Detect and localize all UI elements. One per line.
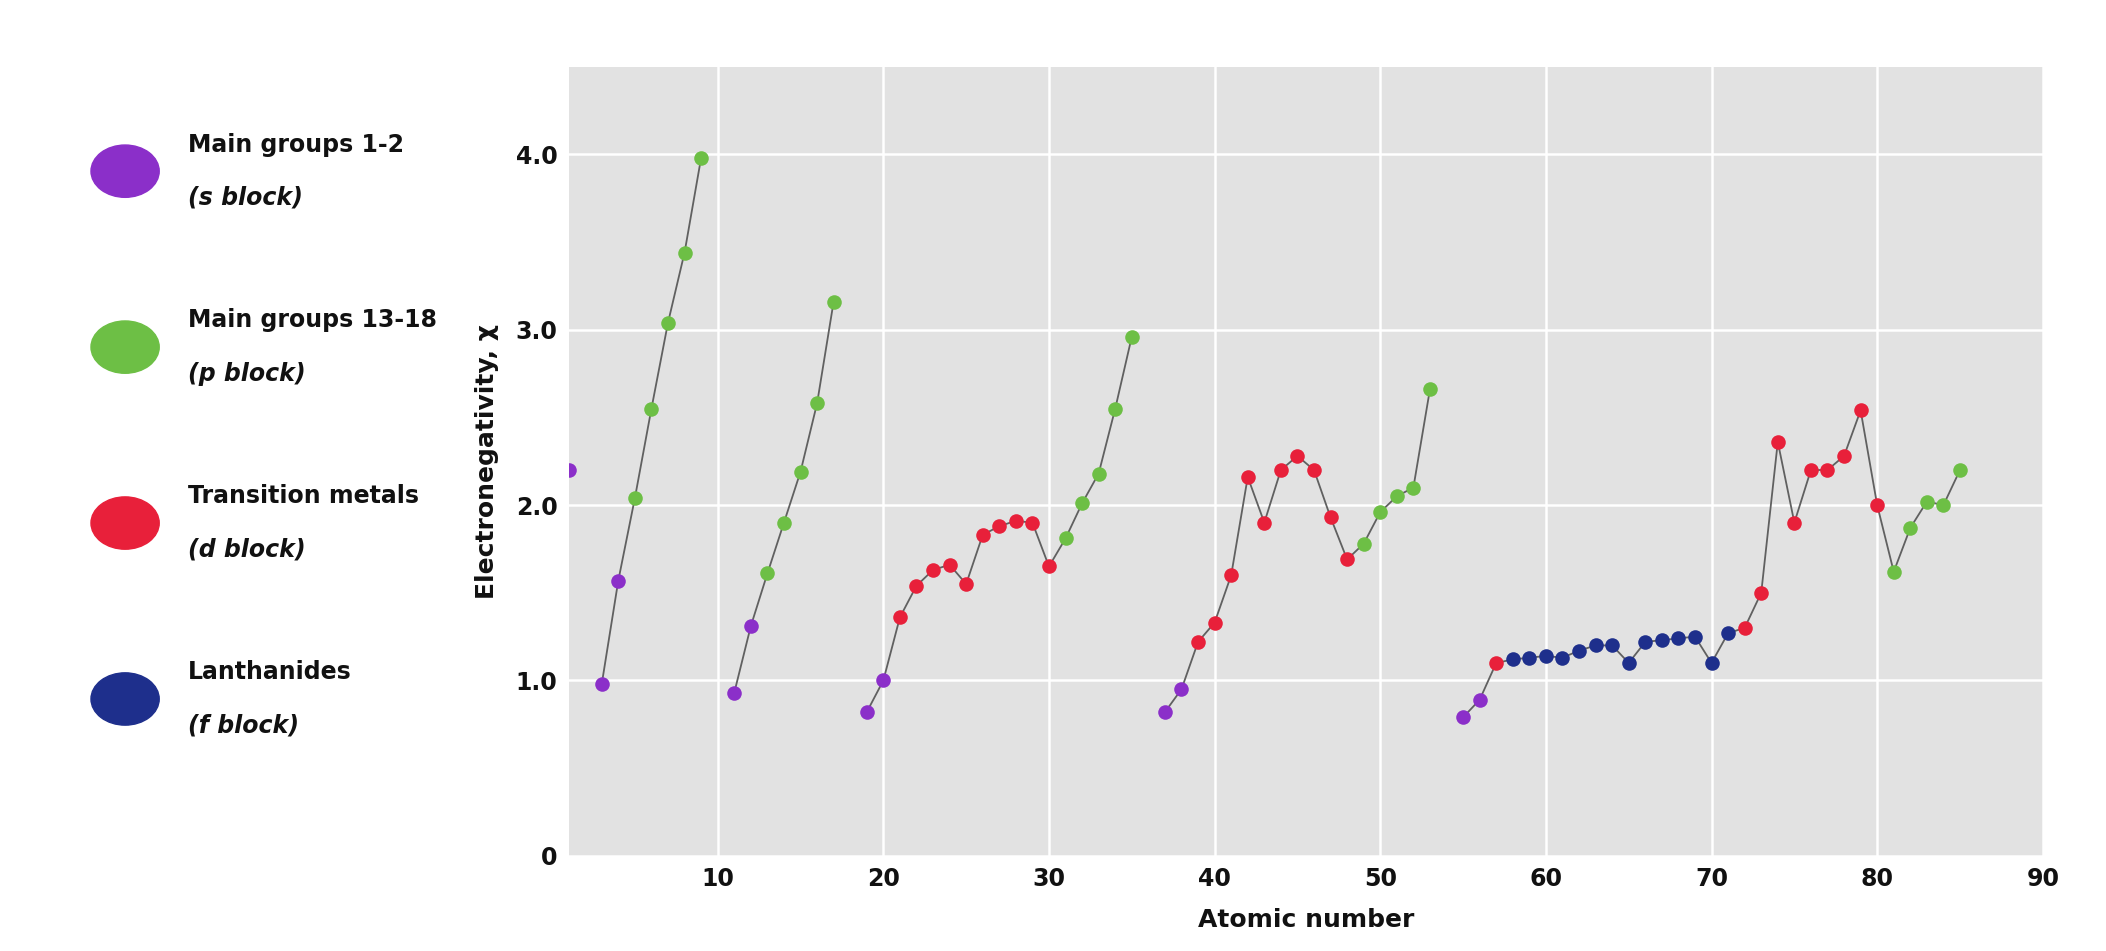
Point bbox=[950, 576, 984, 592]
Point bbox=[817, 294, 851, 309]
Ellipse shape bbox=[91, 497, 160, 550]
Point bbox=[585, 676, 619, 691]
Point bbox=[1529, 649, 1563, 664]
Point bbox=[1348, 536, 1382, 552]
Point bbox=[1546, 650, 1580, 666]
Point bbox=[1363, 504, 1396, 519]
Point bbox=[1447, 709, 1481, 725]
Point bbox=[981, 518, 1015, 534]
Point bbox=[1247, 515, 1280, 531]
Point bbox=[1478, 655, 1512, 670]
Point bbox=[1280, 448, 1314, 463]
Point bbox=[1181, 634, 1215, 650]
Point bbox=[1198, 615, 1232, 631]
Point bbox=[1893, 520, 1927, 535]
Point bbox=[1082, 466, 1116, 481]
Point bbox=[967, 527, 1000, 542]
Point bbox=[552, 462, 585, 477]
Point bbox=[1495, 651, 1529, 667]
Text: (s block): (s block) bbox=[187, 185, 303, 210]
Point bbox=[1645, 632, 1678, 648]
Point bbox=[783, 464, 817, 479]
Point bbox=[800, 396, 834, 411]
Point bbox=[882, 610, 916, 625]
Point bbox=[1744, 585, 1777, 600]
Point bbox=[1099, 401, 1133, 417]
Point bbox=[767, 515, 800, 531]
Text: (d block): (d block) bbox=[187, 537, 305, 562]
Point bbox=[668, 245, 701, 261]
Point bbox=[1215, 568, 1249, 583]
Text: Main groups 1-2: Main groups 1-2 bbox=[187, 132, 404, 157]
Point bbox=[1379, 489, 1413, 504]
Point bbox=[735, 618, 769, 633]
Point bbox=[866, 673, 899, 689]
Point bbox=[651, 315, 684, 330]
Point bbox=[1148, 705, 1181, 720]
Point bbox=[1580, 638, 1613, 653]
Point bbox=[1794, 462, 1828, 477]
Point bbox=[1596, 638, 1630, 653]
Point bbox=[1314, 510, 1348, 525]
Point bbox=[851, 705, 885, 720]
Point bbox=[1114, 329, 1148, 344]
X-axis label: Atomic number: Atomic number bbox=[1198, 907, 1413, 932]
Point bbox=[602, 573, 636, 588]
Point bbox=[634, 401, 668, 417]
Ellipse shape bbox=[91, 673, 160, 725]
Text: (p block): (p block) bbox=[187, 361, 305, 386]
Point bbox=[617, 491, 651, 506]
Point bbox=[1066, 495, 1099, 511]
Point bbox=[1049, 531, 1082, 546]
Point bbox=[933, 557, 967, 573]
Point bbox=[1512, 650, 1546, 666]
Point bbox=[998, 514, 1032, 529]
Point bbox=[1230, 470, 1264, 485]
Point bbox=[1396, 480, 1430, 495]
Point bbox=[1611, 655, 1645, 670]
Ellipse shape bbox=[91, 321, 160, 374]
Point bbox=[1678, 629, 1712, 644]
Point bbox=[1662, 631, 1695, 646]
Point bbox=[1910, 494, 1944, 509]
Ellipse shape bbox=[91, 146, 160, 198]
Point bbox=[1165, 682, 1198, 697]
Point bbox=[1828, 448, 1862, 463]
Point bbox=[718, 685, 752, 700]
Point bbox=[1695, 655, 1729, 670]
Point bbox=[1860, 497, 1893, 513]
Point bbox=[1777, 515, 1811, 531]
Point bbox=[1264, 462, 1297, 477]
Point bbox=[1876, 564, 1910, 579]
Point bbox=[1811, 462, 1845, 477]
Point bbox=[1944, 462, 1978, 477]
Point bbox=[1413, 381, 1447, 397]
Point bbox=[1727, 620, 1761, 635]
Point bbox=[1761, 435, 1794, 450]
Point bbox=[916, 562, 950, 577]
Text: (f block): (f block) bbox=[187, 713, 299, 738]
Point bbox=[684, 150, 718, 165]
Point bbox=[1927, 497, 1961, 513]
Text: Transition metals: Transition metals bbox=[187, 484, 419, 509]
Point bbox=[750, 566, 783, 581]
Point bbox=[1297, 462, 1331, 477]
Y-axis label: Electronegativity, χ: Electronegativity, χ bbox=[476, 323, 499, 599]
Point bbox=[1563, 643, 1596, 658]
Point bbox=[1331, 552, 1365, 567]
Point bbox=[899, 578, 933, 593]
Point bbox=[1464, 692, 1497, 708]
Point bbox=[1843, 403, 1876, 418]
Point bbox=[1628, 634, 1662, 650]
Point bbox=[1015, 515, 1049, 531]
Point bbox=[1032, 559, 1066, 574]
Point bbox=[1712, 626, 1746, 641]
Text: Lanthanides: Lanthanides bbox=[187, 660, 352, 685]
Text: Main groups 13-18: Main groups 13-18 bbox=[187, 308, 436, 333]
